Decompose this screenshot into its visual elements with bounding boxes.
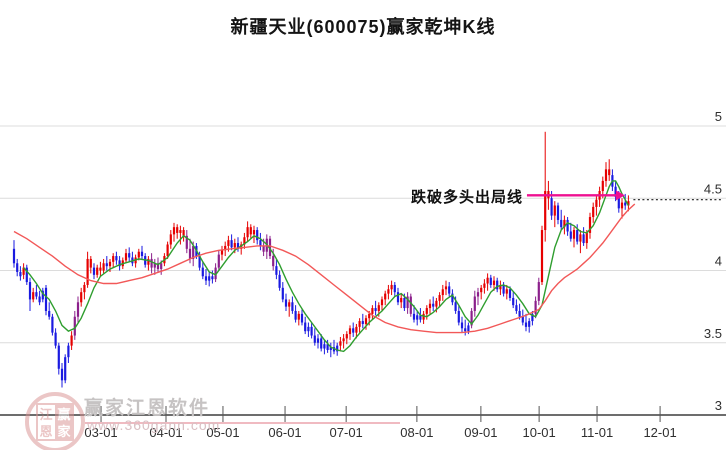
breakout-arrow-line <box>526 190 625 201</box>
watermark-url: www.360gann.com <box>87 417 221 433</box>
svg-text:5: 5 <box>715 109 722 124</box>
seal-char-3: 恩 <box>39 424 52 439</box>
seal-logo-icon: 江 赢 恩 家 <box>25 392 85 450</box>
page-title: 新疆天业(600075)赢家乾坤K线 <box>230 17 496 37</box>
svg-text:4.5: 4.5 <box>704 181 722 196</box>
gridlines <box>0 125 726 344</box>
svg-text:03-01: 03-01 <box>84 425 117 440</box>
svg-text:11-01: 11-01 <box>581 425 613 440</box>
svg-text:09-01: 09-01 <box>464 425 497 440</box>
svg-text:3: 3 <box>715 398 722 413</box>
svg-text:10-01: 10-01 <box>522 425 555 440</box>
bottom-pink-bar <box>85 422 400 424</box>
svg-text:04-01: 04-01 <box>149 425 182 440</box>
y-axis-labels: 5 4.5 4 3.5 3 <box>704 109 722 413</box>
svg-text:12-01: 12-01 <box>643 425 676 440</box>
svg-text:08-01: 08-01 <box>400 425 433 440</box>
svg-text:05-01: 05-01 <box>206 425 239 440</box>
svg-text:4: 4 <box>715 254 722 269</box>
short-ma-line <box>23 180 630 353</box>
seal-char-2: 赢 <box>57 407 70 422</box>
seal-char-4: 家 <box>57 424 71 439</box>
breakout-annotation-label: 跌破多头出局线 <box>410 189 523 206</box>
x-axis-ticks: 03-01 04-01 05-01 06-01 07-01 08-01 09-01 10-01… <box>84 406 677 440</box>
watermark-brand: 赢家江恩软件 <box>84 398 211 419</box>
candlestick-series <box>12 131 630 388</box>
seal-char-1: 江 <box>39 407 52 422</box>
long-ma-line <box>13 203 636 334</box>
svg-text:3.5: 3.5 <box>704 326 722 341</box>
svg-text:07-01: 07-01 <box>330 425 363 440</box>
svg-text:06-01: 06-01 <box>268 425 301 440</box>
